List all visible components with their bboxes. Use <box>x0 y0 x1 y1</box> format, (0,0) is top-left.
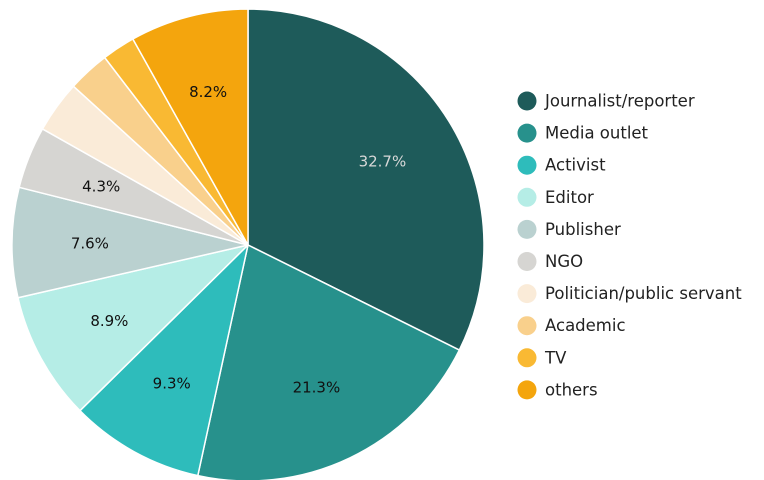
legend-swatch-others <box>517 380 537 400</box>
legend-swatch-journalist-reporter <box>517 91 537 111</box>
legend-label-academic: Academic <box>545 316 626 335</box>
legend-swatch-ngo <box>517 252 537 271</box>
legend-label-media-outlet: Media outlet <box>545 124 649 143</box>
slice-value-label-publisher: 7.6% <box>71 234 109 252</box>
legend-swatch-publisher <box>517 219 537 239</box>
pie-slice-journalist-reporter <box>247 8 485 351</box>
slice-value-label-editor: 8.9% <box>90 312 128 330</box>
pie-slice-labels: 32.7% 21.3% 9.3% 8.9% 7.6% 4.3% 8.2% <box>71 83 406 397</box>
legend-swatch-editor <box>517 187 537 207</box>
legend-swatch-tv <box>517 348 537 368</box>
legend-label-tv: TV <box>544 348 567 367</box>
slice-value-label-ngo: 4.3% <box>82 177 120 195</box>
pie-slice-media-outlet <box>197 244 461 480</box>
legend-label-editor: Editor <box>545 188 594 207</box>
legend-label-politician-public-servant: Politician/public servant <box>545 284 742 303</box>
legend-label-activist: Activist <box>545 156 606 175</box>
legend-swatch-media-outlet <box>517 123 537 143</box>
legend-swatch-academic <box>517 316 537 336</box>
slice-value-label-media-outlet: 21.3% <box>293 379 341 397</box>
legend: Journalist/reporter Media outlet Activist E… <box>517 91 742 400</box>
legend-label-journalist-reporter: Journalist/reporter <box>544 92 695 111</box>
slice-value-label-journalist-reporter: 32.7% <box>359 153 407 171</box>
legend-label-ngo: NGO <box>545 252 583 271</box>
legend-label-publisher: Publisher <box>545 220 621 239</box>
slice-value-label-activist: 9.3% <box>153 375 191 393</box>
pie-slices <box>11 8 485 480</box>
pie-slice-others <box>132 8 249 246</box>
legend-swatch-activist <box>517 155 537 175</box>
pie-slice-publisher <box>11 186 249 299</box>
pie-slice-editor <box>17 244 249 412</box>
legend-swatch-politician-public-servant <box>517 284 537 304</box>
legend-label-others: others <box>545 380 598 399</box>
slice-value-label-others: 8.2% <box>189 83 227 101</box>
pie-slice-activist <box>79 244 249 477</box>
